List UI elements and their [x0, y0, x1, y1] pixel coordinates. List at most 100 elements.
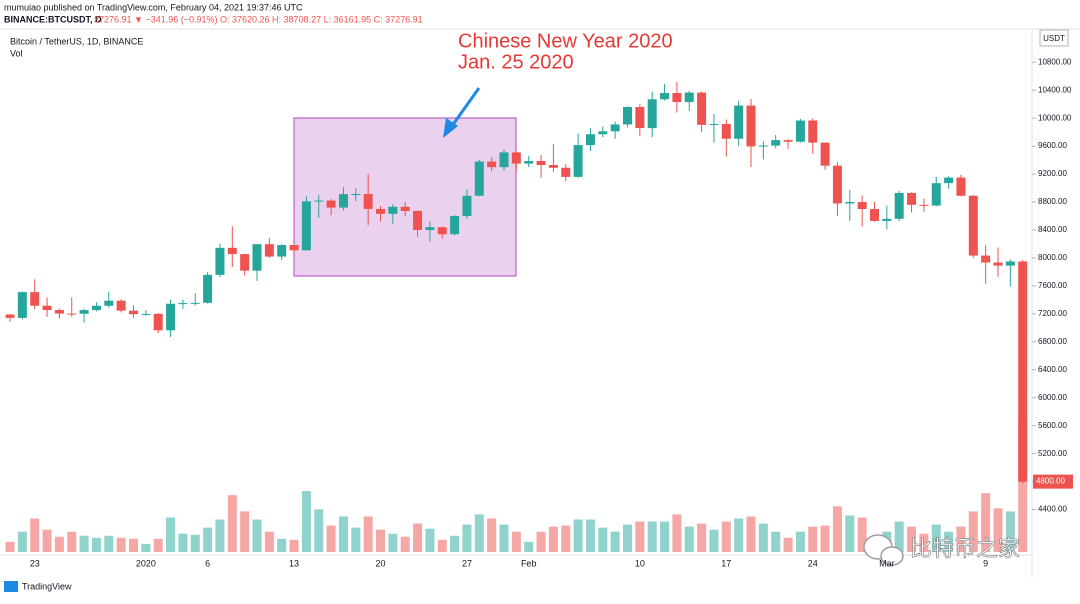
- annotation-line1: Chinese New Year 2020: [458, 30, 673, 52]
- candle-body: [190, 302, 200, 304]
- candle-body: [709, 123, 719, 125]
- volume-bar: [635, 521, 645, 552]
- volume-bar: [511, 531, 521, 552]
- volume-bar: [437, 539, 447, 552]
- volume-bar: [388, 533, 398, 552]
- watermark: 比特币之家: [863, 534, 1020, 566]
- volume-bar: [721, 521, 731, 552]
- last-price-box: [1033, 474, 1073, 489]
- candle-body: [832, 165, 842, 204]
- volume-bar: [376, 529, 385, 552]
- candle-body: [54, 310, 64, 314]
- volume-bar: [820, 525, 830, 552]
- candle-body: [450, 216, 460, 235]
- x-tick-label: 9: [983, 558, 988, 568]
- volume-bar: [79, 535, 89, 552]
- volume-bar: [5, 541, 15, 552]
- volume-bar: [845, 515, 855, 552]
- candle-body: [585, 134, 595, 146]
- x-tick-label: 20: [375, 558, 385, 568]
- y-tick-label: 6000.00: [1038, 393, 1067, 402]
- volume-bar: [709, 529, 719, 552]
- candle-body: [67, 313, 77, 315]
- volume-bar: [54, 536, 64, 552]
- volume-bar: [956, 526, 966, 552]
- y-tick-label: 10400.00: [1038, 85, 1072, 94]
- x-tick-label: 10: [635, 558, 645, 568]
- currency-box: [1039, 29, 1069, 47]
- y-tick-label: 8800.00: [1038, 197, 1067, 206]
- candle-body: [919, 204, 929, 206]
- volume-bar: [1018, 420, 1028, 552]
- y-tick-label: 8400.00: [1038, 225, 1067, 234]
- quote: 37276.91 ▼ −341.96 (−0.91%) O: 37620.26 …: [94, 14, 423, 24]
- candle-body: [684, 92, 694, 103]
- candle-body: [30, 292, 40, 306]
- candle-body: [956, 177, 966, 196]
- volume-bar: [783, 537, 793, 552]
- candle-body: [524, 161, 534, 164]
- candle-body: [573, 145, 583, 177]
- candle-body: [42, 305, 52, 311]
- candle-body: [264, 244, 274, 257]
- candle-body: [153, 313, 163, 331]
- candle-body: [351, 193, 361, 195]
- volume-bar: [795, 531, 805, 552]
- volume-bar: [314, 509, 324, 552]
- x-tick-label: 23: [30, 558, 40, 568]
- volume-bar: [289, 539, 299, 552]
- y-tick-label: 8000.00: [1038, 253, 1067, 262]
- volume-bar: [684, 526, 694, 552]
- candle-body: [548, 164, 558, 168]
- candle-body: [610, 124, 620, 132]
- x-tick-label: 2020: [136, 558, 156, 568]
- candle-body: [277, 245, 287, 257]
- candle-body: [116, 300, 126, 311]
- volume-bar: [67, 531, 77, 552]
- candle-body: [104, 300, 114, 306]
- candle-body: [437, 227, 447, 235]
- candle-body: [598, 131, 608, 135]
- candle-body: [462, 195, 472, 217]
- candle-body: [795, 120, 805, 142]
- candle-body: [536, 161, 546, 165]
- candle-body: [141, 313, 151, 315]
- candle-body: [91, 305, 101, 311]
- volume-bar: [573, 519, 583, 552]
- candle-body: [721, 123, 731, 139]
- candle-body: [1005, 261, 1015, 266]
- y-tick-label: 5200.00: [1038, 449, 1067, 458]
- candle-body: [240, 254, 250, 271]
- volume-bar: [215, 519, 225, 552]
- candle-body: [178, 303, 188, 305]
- volume-bar: [91, 537, 101, 552]
- candle-body: [487, 161, 497, 168]
- volume-bar: [771, 531, 781, 552]
- candle-body: [981, 255, 991, 263]
- candle-body: [672, 93, 682, 103]
- volume-bar: [462, 524, 472, 552]
- volume-bar: [178, 533, 188, 552]
- candle-body: [499, 152, 509, 168]
- volume-bar: [141, 543, 151, 552]
- candle-body: [808, 120, 818, 143]
- volume-bar: [981, 493, 991, 552]
- volume-bar: [944, 531, 954, 552]
- volume-bar: [17, 531, 27, 552]
- volume-bar: [351, 527, 361, 552]
- volume-bar: [203, 527, 213, 552]
- volume-bar: [894, 521, 904, 552]
- candle-body: [660, 93, 670, 100]
- candle-body: [968, 195, 978, 256]
- candle-body: [215, 247, 225, 275]
- x-tick-label: 13: [289, 558, 299, 568]
- candle-body: [783, 140, 793, 142]
- candle-body: [289, 245, 299, 251]
- volume-bar: [190, 534, 200, 552]
- candle-body: [425, 227, 435, 230]
- volume-bar: [487, 518, 497, 552]
- volume-bar: [548, 526, 558, 552]
- candle-body: [413, 210, 423, 230]
- candle-body: [820, 142, 830, 166]
